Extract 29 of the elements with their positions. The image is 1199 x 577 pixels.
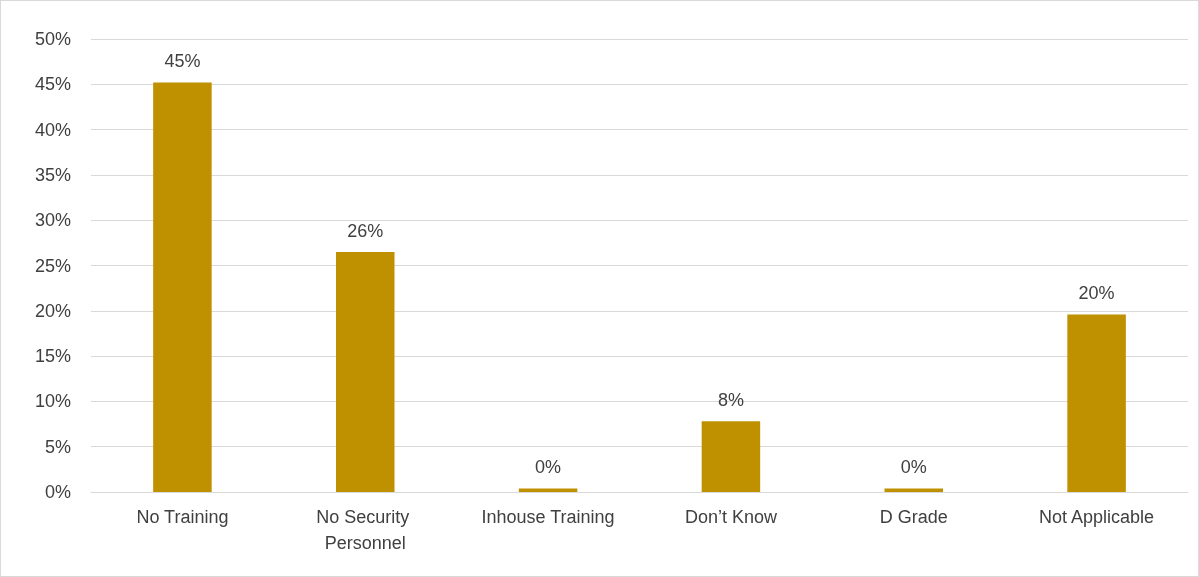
data-label: 26% [347, 220, 384, 241]
y-tick-label: 0% [44, 482, 71, 502]
y-tick-label: 10% [34, 391, 71, 412]
bar [701, 421, 761, 492]
data-label: 8% [717, 390, 744, 411]
x-tick-label: No Security Personnel [316, 507, 415, 553]
x-tick-label: D Grade [879, 507, 948, 527]
data-label: 0% [535, 457, 562, 478]
x-tick-label: Not Applicable [1039, 507, 1155, 527]
data-label: 0% [900, 457, 927, 478]
x-tick-label: Don’t Know [684, 507, 778, 527]
y-tick-label: 20% [34, 300, 71, 321]
y-tick-label: 45% [34, 74, 71, 95]
y-tick-label: 40% [34, 119, 71, 140]
y-tick-label: 35% [34, 164, 71, 185]
y-tick-label: 50% [34, 29, 71, 49]
y-tick-label: 25% [34, 255, 71, 276]
bar [1067, 314, 1126, 492]
data-label: 45% [164, 51, 201, 72]
y-tick-label: 30% [34, 210, 71, 231]
bar [336, 251, 395, 492]
bar [518, 488, 578, 492]
y-tick-label: 5% [44, 436, 71, 457]
x-tick-label: No Training [136, 507, 229, 527]
data-label: 20% [1078, 283, 1115, 304]
y-tick-label: 15% [34, 346, 71, 367]
x-tick-label: Inhouse Training [481, 507, 615, 527]
bar [884, 488, 943, 492]
bar [153, 82, 212, 492]
